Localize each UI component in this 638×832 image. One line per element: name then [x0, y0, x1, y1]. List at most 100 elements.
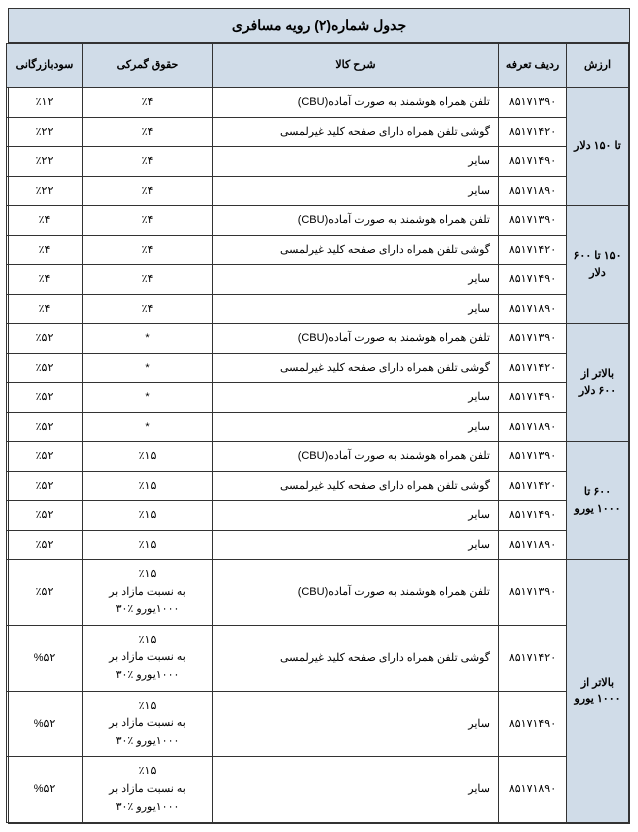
customs-duty: ٪۴: [83, 147, 213, 177]
trade-profit: ٪۴: [7, 294, 83, 324]
item-description: سایر: [213, 412, 499, 442]
tariff-code: ۸۵۱۷۱۴۲۰: [499, 625, 567, 691]
tariff-code: ۸۵۱۷۱۴۹۰: [499, 691, 567, 757]
customs-duty: ٪۴: [83, 117, 213, 147]
value-group-cell: ۱۵۰ تا ۶۰۰ دلار: [567, 206, 629, 324]
item-description: سایر: [213, 265, 499, 295]
table-row: ۸۵۱۷۱۴۲۰گوشی تلفن همراه دارای صفحه کلید …: [7, 235, 629, 265]
customs-duty: ٪۱۵به نسبت مازاد بر ۱۰۰۰یورو ٪۳۰: [83, 625, 213, 691]
table-row: ۸۵۱۷۱۴۲۰گوشی تلفن همراه دارای صفحه کلید …: [7, 353, 629, 383]
table-row: ۱۵۰ تا ۶۰۰ دلار۸۵۱۷۱۳۹۰تلفن همراه هوشمند…: [7, 206, 629, 236]
value-group-cell: تا ۱۵۰ دلار: [567, 88, 629, 206]
trade-profit: ٪۲۲: [7, 117, 83, 147]
tariff-code: ۸۵۱۷۱۸۹۰: [499, 176, 567, 206]
tariff-code: ۸۵۱۷۱۸۹۰: [499, 757, 567, 823]
trade-profit: %۵۲: [7, 691, 83, 757]
col-arzeesh: ارزش: [567, 44, 629, 88]
item-description: گوشی تلفن همراه دارای صفحه کلید غیرلمسی: [213, 353, 499, 383]
customs-duty: ٪۱۵به نسبت مازاد بر ۱۰۰۰یورو ٪۳۰: [83, 757, 213, 823]
customs-duty: ٪۴: [83, 206, 213, 236]
customs-duty: ٪۱۵: [83, 471, 213, 501]
table-row: ۸۵۱۷۱۸۹۰سایر*٪۵۲: [7, 412, 629, 442]
trade-profit: ٪۵۲: [7, 353, 83, 383]
trade-profit: ٪۲۲: [7, 176, 83, 206]
table-row: بالاتر از ۶۰۰ دلار۸۵۱۷۱۳۹۰تلفن همراه هوش…: [7, 324, 629, 354]
item-description: سایر: [213, 530, 499, 560]
item-description: سایر: [213, 501, 499, 531]
item-description: تلفن همراه هوشمند به صورت آماده(CBU): [213, 324, 499, 354]
table-row: ۸۵۱۷۱۴۲۰گوشی تلفن همراه دارای صفحه کلید …: [7, 117, 629, 147]
customs-duty: *: [83, 353, 213, 383]
table-row: ۸۵۱۷۱۸۹۰سایر٪۱۵به نسبت مازاد بر ۱۰۰۰یورو…: [7, 757, 629, 823]
customs-duty: ٪۴: [83, 88, 213, 118]
tariff-code: ۸۵۱۷۱۴۲۰: [499, 471, 567, 501]
tariff-code: ۸۵۱۷۱۳۹۰: [499, 560, 567, 626]
item-description: سایر: [213, 757, 499, 823]
customs-duty: ٪۴: [83, 176, 213, 206]
trade-profit: ٪۵۲: [7, 442, 83, 472]
item-description: گوشی تلفن همراه دارای صفحه کلید غیرلمسی: [213, 235, 499, 265]
trade-profit: ٪۴: [7, 235, 83, 265]
table-row: ۸۵۱۷۱۴۹۰سایر٪۴٪۲۲: [7, 147, 629, 177]
trade-profit: ٪۵۲: [7, 501, 83, 531]
trade-profit: ٪۵۲: [7, 471, 83, 501]
table-row: بالاتر از ۱۰۰۰ یورو۸۵۱۷۱۳۹۰تلفن همراه هو…: [7, 560, 629, 626]
trade-profit: %۵۲: [7, 625, 83, 691]
tariff-code: ۸۵۱۷۱۴۲۰: [499, 353, 567, 383]
trade-profit: ٪۴: [7, 265, 83, 295]
table-row: ۸۵۱۷۱۴۹۰سایر*٪۵۲: [7, 383, 629, 413]
trade-profit: %۵۲: [7, 757, 83, 823]
item-description: سایر: [213, 176, 499, 206]
table-row: ۸۵۱۷۱۴۹۰سایر٪۱۵به نسبت مازاد بر ۱۰۰۰یورو…: [7, 691, 629, 757]
header-row: ارزش ردیف تعرفه شرح کالا حقوق گمرکی سودب…: [7, 44, 629, 88]
customs-duty: ٪۴: [83, 235, 213, 265]
item-description: تلفن همراه هوشمند به صورت آماده(CBU): [213, 560, 499, 626]
customs-duty: ٪۱۵: [83, 442, 213, 472]
table-title: جدول شماره(۲) رویه مسافری: [9, 9, 629, 43]
table-row: تا ۱۵۰ دلار۸۵۱۷۱۳۹۰تلفن همراه هوشمند به …: [7, 88, 629, 118]
item-description: گوشی تلفن همراه دارای صفحه کلید غیرلمسی: [213, 625, 499, 691]
tariff-code: ۸۵۱۷۱۴۹۰: [499, 383, 567, 413]
trade-profit: ٪۵۲: [7, 560, 83, 626]
item-description: تلفن همراه هوشمند به صورت آماده(CBU): [213, 206, 499, 236]
tariff-code: ۸۵۱۷۱۸۹۰: [499, 530, 567, 560]
col-trade: سودبازرگانی: [7, 44, 83, 88]
tariff-code: ۸۵۱۷۱۳۹۰: [499, 324, 567, 354]
customs-duty: ٪۴: [83, 294, 213, 324]
trade-profit: ٪۵۲: [7, 324, 83, 354]
tariff-code: ۸۵۱۷۱۳۹۰: [499, 206, 567, 236]
item-description: سایر: [213, 383, 499, 413]
table-row: ۸۵۱۷۱۴۲۰گوشی تلفن همراه دارای صفحه کلید …: [7, 471, 629, 501]
table-row: ۸۵۱۷۱۸۹۰سایر٪۴٪۲۲: [7, 176, 629, 206]
customs-duty: ٪۱۵به نسبت مازاد بر ۱۰۰۰یورو ٪۳۰: [83, 691, 213, 757]
customs-duty: ٪۴: [83, 265, 213, 295]
trade-profit: ٪۲۲: [7, 147, 83, 177]
item-description: سایر: [213, 294, 499, 324]
col-duty: حقوق گمرکی: [83, 44, 213, 88]
tariff-code: ۸۵۱۷۱۴۲۰: [499, 117, 567, 147]
tariff-table-container: جدول شماره(۲) رویه مسافری ارزش ردیف تعرف…: [8, 8, 630, 824]
item-description: تلفن همراه هوشمند به صورت آماده(CBU): [213, 442, 499, 472]
tariff-code: ۸۵۱۷۱۸۹۰: [499, 294, 567, 324]
customs-duty: ٪۱۵: [83, 530, 213, 560]
col-desc: شرح کالا: [213, 44, 499, 88]
tariff-code: ۸۵۱۷۱۳۹۰: [499, 88, 567, 118]
table-row: ۸۵۱۷۱۸۹۰سایر٪۱۵٪۵۲: [7, 530, 629, 560]
table-row: ۸۵۱۷۱۴۹۰سایر٪۱۵٪۵۲: [7, 501, 629, 531]
tariff-code: ۸۵۱۷۱۳۹۰: [499, 442, 567, 472]
customs-duty: ٪۱۵: [83, 501, 213, 531]
tariff-code: ۸۵۱۷۱۴۹۰: [499, 147, 567, 177]
trade-profit: ٪۱۲: [7, 88, 83, 118]
customs-duty: *: [83, 324, 213, 354]
item-description: تلفن همراه هوشمند به صورت آماده(CBU): [213, 88, 499, 118]
col-tariff: ردیف تعرفه: [499, 44, 567, 88]
trade-profit: ٪۵۲: [7, 412, 83, 442]
item-description: سایر: [213, 147, 499, 177]
tariff-code: ۸۵۱۷۱۸۹۰: [499, 412, 567, 442]
item-description: گوشی تلفن همراه دارای صفحه کلید غیرلمسی: [213, 117, 499, 147]
tariff-table: ارزش ردیف تعرفه شرح کالا حقوق گمرکی سودب…: [6, 43, 629, 823]
trade-profit: ٪۵۲: [7, 530, 83, 560]
item-description: گوشی تلفن همراه دارای صفحه کلید غیرلمسی: [213, 471, 499, 501]
tariff-code: ۸۵۱۷۱۴۲۰: [499, 235, 567, 265]
trade-profit: ٪۵۲: [7, 383, 83, 413]
